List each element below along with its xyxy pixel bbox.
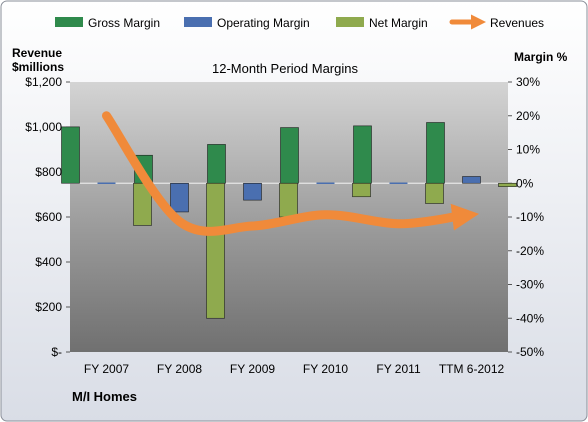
category-label: FY 2008 <box>157 362 202 376</box>
right-tick-label: 10% <box>516 143 540 157</box>
bar-gross-margin <box>353 125 372 184</box>
bar-net-margin <box>279 182 298 218</box>
right-tick-label: 30% <box>516 75 540 89</box>
left-tick-label: $400 <box>35 255 62 269</box>
bar-operating-margin <box>170 182 189 213</box>
bar-operating-margin <box>462 176 481 184</box>
bar-net-margin <box>425 182 444 204</box>
legend-swatch-net-margin <box>336 17 364 27</box>
left-tick-label: $- <box>51 345 62 359</box>
right-axis-ticks: -50% -40% -30% -20% -10% 0% 10% 20% 30% <box>508 75 544 359</box>
right-tick-label: -10% <box>516 210 544 224</box>
category-label: FY 2007 <box>84 362 129 376</box>
legend-label-net-margin: Net Margin <box>369 16 428 30</box>
bar-gross-margin <box>207 144 226 184</box>
legend-swatch-gross-margin <box>55 17 83 27</box>
right-tick-label: -50% <box>516 345 544 359</box>
revenues-line-path <box>102 111 480 236</box>
legend-item-net-margin: Net Margin <box>336 16 428 30</box>
left-tick-label: $200 <box>35 300 62 314</box>
legend-label-revenues: Revenues <box>490 16 544 30</box>
category-label: TTM 6-2012 <box>439 362 505 376</box>
left-tick-label: $600 <box>35 210 62 224</box>
legend-swatch-operating-margin <box>184 17 212 27</box>
legend-label-operating-margin: Operating Margin <box>217 16 310 30</box>
right-tick-label: -20% <box>516 244 544 258</box>
right-tick-label: -40% <box>516 311 544 325</box>
category-label: FY 2011 <box>376 362 421 376</box>
left-tick-label: $800 <box>35 165 62 179</box>
right-tick-label: 20% <box>516 109 540 123</box>
legend-label-gross-margin: Gross Margin <box>88 16 160 30</box>
bar-gross-margin <box>426 122 445 184</box>
category-label: FY 2009 <box>230 362 275 376</box>
legend-item-revenues: Revenues <box>449 14 544 30</box>
bar-net-margin <box>498 182 517 187</box>
right-tick-label: -30% <box>516 278 544 292</box>
left-axis-title-line2: $millions <box>12 60 64 74</box>
bar-net-margin <box>206 182 225 319</box>
legend-item-operating-margin: Operating Margin <box>184 16 310 30</box>
bar-gross-margin <box>61 126 80 184</box>
bar-gross-margin <box>280 127 299 184</box>
legend-item-gross-margin: Gross Margin <box>55 16 160 30</box>
bar-operating-margin <box>243 182 262 201</box>
bar-net-margin <box>133 182 152 226</box>
revenues-line <box>102 111 480 236</box>
right-axis-title: Margin % <box>514 50 568 64</box>
right-tick-label: 0% <box>516 176 534 190</box>
bar-net-margin <box>352 182 371 198</box>
left-axis-title-line1: Revenue <box>12 46 62 60</box>
category-label: FY 2010 <box>303 362 348 376</box>
legend: Gross Margin Operating Margin Net Margin… <box>55 14 544 30</box>
chart-title: 12-Month Period Margins <box>212 61 358 76</box>
left-tick-label: $1,200 <box>25 75 62 89</box>
left-axis-ticks: $- $200 $400 $600 $800 $1,000 $1,200 <box>25 75 70 359</box>
category-labels: FY 2007 FY 2008 FY 2009 FY 2010 FY 2011 TTM 6… <box>84 362 505 376</box>
company-label: M/I Homes <box>72 389 137 404</box>
left-tick-label: $1,000 <box>25 120 62 134</box>
